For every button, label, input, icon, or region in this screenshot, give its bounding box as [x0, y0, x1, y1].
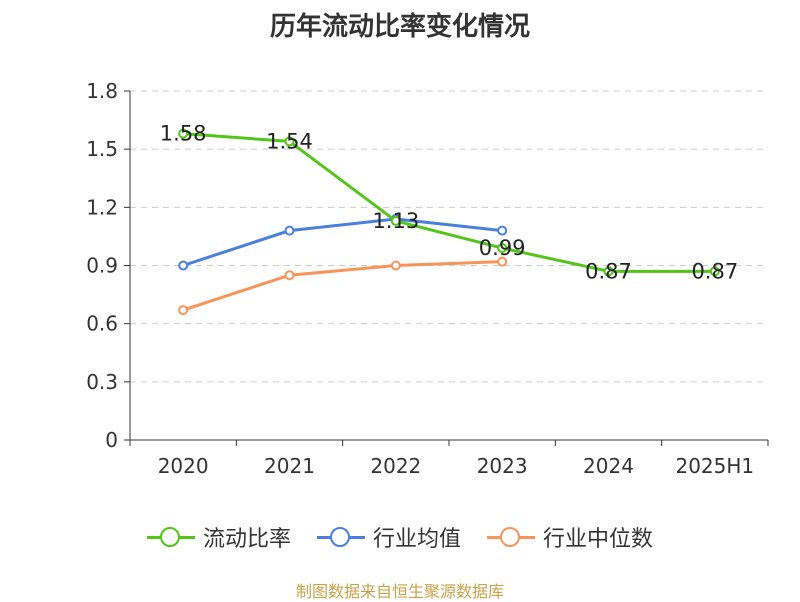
- data-label: 0.87: [585, 259, 632, 283]
- data-point: [497, 256, 508, 267]
- data-label: 0.87: [691, 259, 738, 283]
- x-tick-label: 2021: [264, 454, 315, 478]
- y-tick-label: 0.3: [86, 370, 118, 394]
- legend-swatch-icon: [487, 527, 535, 547]
- data-point: [178, 128, 189, 139]
- legend-label: 流动比率: [202, 527, 291, 552]
- legend-item[interactable]: 行业均值: [316, 521, 461, 553]
- legend-item[interactable]: 流动比率: [146, 521, 291, 553]
- data-point: [497, 243, 508, 254]
- y-tick-label: 0: [105, 428, 118, 452]
- y-tick-label: 0.6: [86, 312, 118, 336]
- legend-label: 行业均值: [372, 527, 461, 552]
- data-point: [390, 215, 401, 226]
- series-line-0: [183, 132, 715, 273]
- y-tick-label: 1.2: [86, 195, 118, 219]
- data-label: 1.13: [372, 209, 419, 233]
- series-line-1: [182, 217, 503, 267]
- data-point: [709, 266, 720, 277]
- data-point: [284, 225, 295, 236]
- data-point: [284, 136, 295, 147]
- line-chart: 0 0.3 0.6 0.9 1.2 1.5 1.8 2020 2021 2022 2023 2024 2…: [86, 79, 769, 478]
- y-tick-label: 0.9: [86, 254, 118, 278]
- data-point: [284, 270, 295, 281]
- legend: 流动比率 行业均值 行业中位数: [0, 520, 800, 554]
- legend-item[interactable]: 行业中位数: [487, 521, 653, 553]
- legend-swatch-icon: [316, 527, 365, 547]
- data-point: [603, 266, 614, 277]
- data-point: [178, 305, 189, 316]
- y-tick-label: 1.8: [86, 79, 118, 103]
- y-tick-label: 1.5: [86, 137, 118, 161]
- chart-title: 历年流动比率变化情况: [269, 12, 530, 42]
- data-label: 0.99: [479, 236, 526, 260]
- x-tick-label: 2022: [370, 454, 421, 478]
- data-label: 1.58: [160, 122, 207, 146]
- x-tick-label: 2024: [583, 454, 634, 478]
- x-tick-label: 2025H1: [675, 454, 754, 478]
- data-point: [390, 260, 401, 271]
- data-point: [178, 260, 189, 271]
- series-line-2: [182, 260, 503, 312]
- x-tick-label: 2023: [477, 454, 528, 478]
- source-footer: 制图数据来自恒生聚源数据库: [295, 582, 504, 601]
- data-label: 1.54: [266, 129, 313, 153]
- legend-label: 行业中位数: [543, 527, 654, 552]
- legend-swatch-icon: [146, 527, 195, 547]
- data-point: [497, 225, 508, 236]
- x-tick-label: 2020: [158, 454, 209, 478]
